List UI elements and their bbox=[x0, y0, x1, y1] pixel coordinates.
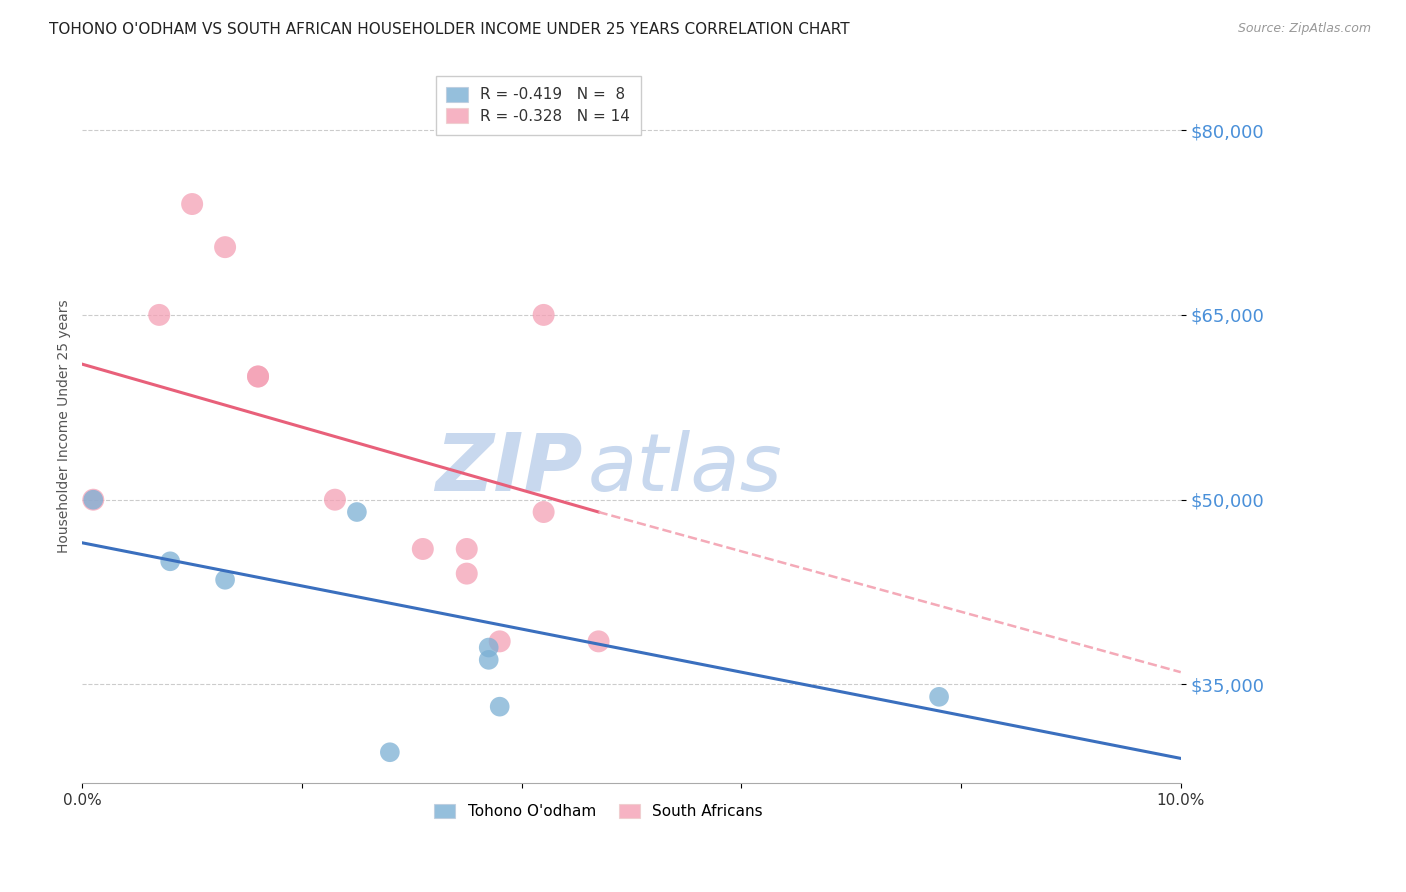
Text: atlas: atlas bbox=[588, 430, 782, 508]
Point bbox=[247, 369, 270, 384]
Point bbox=[214, 573, 236, 587]
Y-axis label: Householder Income Under 25 years: Householder Income Under 25 years bbox=[58, 299, 72, 552]
Point bbox=[378, 745, 401, 759]
Point bbox=[533, 308, 555, 322]
Point bbox=[488, 634, 510, 648]
Point bbox=[346, 505, 368, 519]
Point bbox=[456, 541, 478, 556]
Point bbox=[247, 369, 270, 384]
Point bbox=[478, 653, 501, 667]
Text: Source: ZipAtlas.com: Source: ZipAtlas.com bbox=[1237, 22, 1371, 36]
Point bbox=[214, 240, 236, 254]
Point bbox=[928, 690, 950, 704]
Point bbox=[82, 492, 104, 507]
Text: ZIP: ZIP bbox=[434, 430, 582, 508]
Point bbox=[478, 640, 501, 655]
Point bbox=[323, 492, 346, 507]
Point bbox=[533, 505, 555, 519]
Legend: Tohono O'odham, South Africans: Tohono O'odham, South Africans bbox=[427, 797, 769, 825]
Text: TOHONO O'ODHAM VS SOUTH AFRICAN HOUSEHOLDER INCOME UNDER 25 YEARS CORRELATION CH: TOHONO O'ODHAM VS SOUTH AFRICAN HOUSEHOL… bbox=[49, 22, 849, 37]
Point bbox=[456, 566, 478, 581]
Point bbox=[181, 197, 204, 211]
Point bbox=[82, 492, 104, 507]
Point bbox=[488, 699, 510, 714]
Point bbox=[588, 634, 610, 648]
Point bbox=[412, 541, 434, 556]
Point bbox=[148, 308, 170, 322]
Point bbox=[159, 554, 181, 568]
